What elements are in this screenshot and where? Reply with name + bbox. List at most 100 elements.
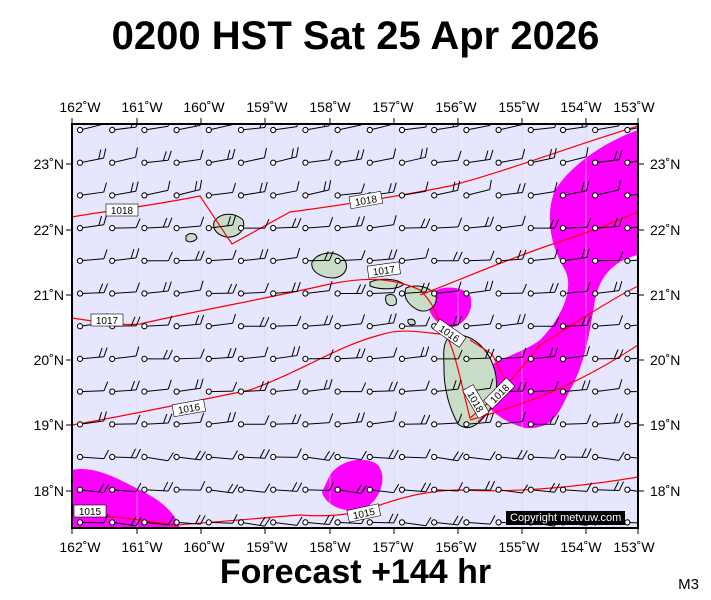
isobar-label: 1017 — [96, 316, 119, 327]
wind-barb — [173, 314, 205, 330]
wind-barb — [334, 382, 367, 395]
lon-label: 158˚W — [309, 539, 351, 555]
lat-label: 23˚N — [650, 156, 680, 172]
wind-barb — [495, 215, 526, 232]
wind-barb — [559, 124, 590, 134]
lon-label: 162˚W — [59, 99, 101, 115]
wind-barb — [366, 249, 398, 264]
wind-barb — [302, 451, 335, 461]
isobar-label: 1015 — [352, 507, 376, 522]
wind-barb — [334, 216, 365, 232]
wind-barb — [559, 380, 591, 395]
wind-barb — [205, 249, 237, 264]
lon-label: 161˚W — [121, 99, 163, 115]
wind-barb — [398, 218, 431, 232]
wind-barb — [559, 414, 592, 428]
precip-area-east — [477, 130, 638, 429]
wind-barb — [398, 181, 429, 199]
wind-barb — [366, 483, 400, 494]
wind-barb — [237, 316, 270, 330]
precip-area-south — [322, 459, 383, 511]
wind-barb — [398, 282, 430, 297]
wind-barb — [398, 248, 430, 264]
wind-barb — [398, 448, 431, 461]
forecast-label: Forecast +144 hr — [219, 553, 492, 591]
wind-barb — [495, 484, 529, 494]
isobar-label: 1017 — [372, 264, 396, 278]
wind-barb — [173, 216, 205, 232]
lat-label: 19˚N — [34, 417, 64, 433]
wind-barb — [270, 380, 301, 395]
wind-barb — [270, 316, 302, 330]
lon-label: 160˚W — [183, 99, 225, 115]
wind-barb — [624, 158, 638, 166]
wind-barb — [398, 124, 430, 134]
wind-barb — [270, 345, 301, 362]
wind-barb — [109, 516, 142, 527]
wind-barb — [527, 449, 560, 461]
wind-barb — [624, 388, 638, 395]
wind-barb — [237, 483, 271, 493]
wind-barb — [334, 412, 365, 428]
wind-barb — [76, 182, 107, 199]
wind-barb — [559, 345, 590, 362]
wind-barb — [205, 381, 238, 395]
wind-barb — [334, 314, 365, 330]
wind-barb — [592, 413, 623, 428]
map-title: 0200 HST Sat 25 Apr 2026 — [111, 14, 600, 58]
wind-barb — [270, 482, 303, 493]
lat-label: 22˚N — [34, 222, 64, 238]
wind-barb — [270, 217, 302, 232]
wind-barb — [109, 218, 141, 232]
lon-label: 154˚W — [560, 539, 602, 555]
wind-barb — [109, 482, 142, 493]
map-frame — [71, 123, 639, 529]
wind-barb — [624, 453, 638, 461]
island-kahoolawe — [407, 318, 416, 326]
wind-barb — [495, 411, 526, 428]
wind-barb — [398, 517, 432, 527]
wind-barb — [431, 217, 463, 232]
wind-barb — [302, 281, 333, 297]
wind-barb — [334, 348, 366, 362]
wind-barb — [76, 483, 110, 494]
wind-barb — [141, 413, 173, 428]
lat-label: 18˚N — [34, 483, 64, 499]
wind-barb — [270, 181, 300, 199]
wind-barb — [270, 247, 301, 264]
wind-barb — [463, 314, 494, 330]
wind-barb — [398, 380, 430, 395]
wind-barb — [270, 516, 303, 526]
wind-barb — [76, 283, 109, 297]
wind-barb — [76, 215, 107, 232]
wind-barb — [109, 380, 140, 395]
wind-barb — [173, 179, 203, 199]
wind-barb — [431, 451, 464, 462]
wind-barb — [141, 217, 173, 232]
latitude-labels-left: 23˚N 22˚N 21˚N 20˚N 19˚N 18˚N — [34, 156, 64, 499]
wind-barb — [624, 486, 638, 494]
island-niihau — [185, 233, 198, 243]
wind-barb — [495, 449, 528, 461]
wind-barb — [431, 413, 463, 428]
wind-barb — [592, 349, 624, 362]
wind-barb — [173, 348, 205, 362]
wind-barb — [366, 381, 398, 395]
wind-barb — [173, 280, 204, 297]
isobar-label: 1018 — [111, 206, 134, 217]
lat-label: 22˚N — [650, 222, 680, 238]
wind-barb — [624, 124, 638, 134]
frame-ticks — [66, 118, 644, 534]
wind-barb — [463, 124, 493, 134]
wind-barb — [431, 515, 464, 526]
wind-barb — [334, 450, 367, 461]
latitude-labels-right: 23˚N 22˚N 21˚N 20˚N 19˚N 18˚N — [650, 156, 680, 499]
lat-label: 20˚N — [650, 352, 680, 368]
wind-barb — [592, 451, 625, 461]
lon-label: 155˚W — [498, 99, 540, 115]
wind-barb — [398, 147, 428, 166]
wind-barb — [366, 347, 398, 362]
wind-barb — [205, 313, 236, 330]
wind-barb — [495, 249, 527, 264]
